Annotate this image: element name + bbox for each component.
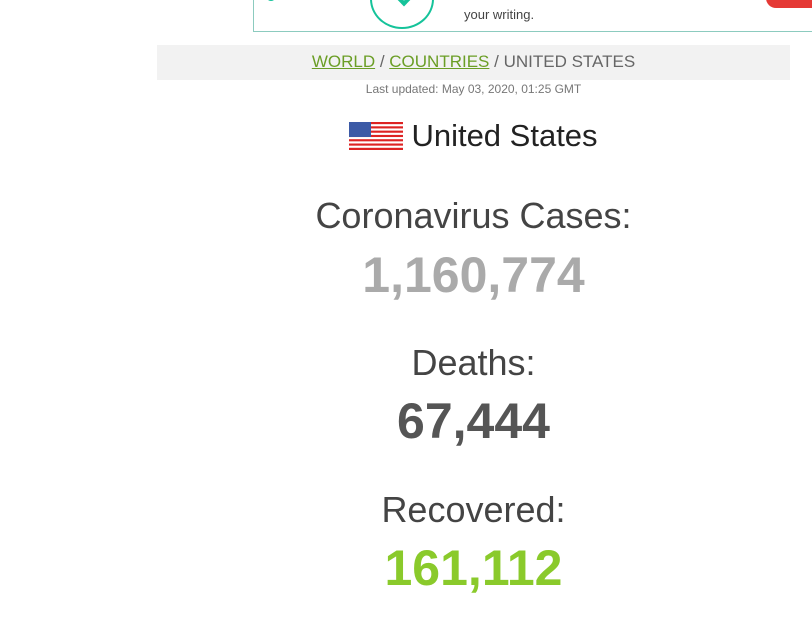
- breadcrumb-separator: /: [375, 52, 390, 71]
- page-title: United States: [157, 118, 790, 154]
- breadcrumb-separator: /: [489, 52, 504, 71]
- check-circle-icon: [370, 0, 434, 29]
- breadcrumb-current: UNITED STATES: [503, 52, 636, 71]
- breadcrumb: WORLD / COUNTRIES / UNITED STATES: [157, 45, 790, 80]
- cases-label: Coronavirus Cases:: [315, 195, 632, 236]
- ad-banner[interactable]: your writing.: [253, 0, 812, 32]
- ad-text: your writing.: [464, 7, 535, 22]
- last-updated: Last updated: May 03, 2020, 01:25 GMT: [365, 82, 582, 96]
- deaths-label: Deaths:: [411, 342, 536, 383]
- breadcrumb-countries-link[interactable]: COUNTRIES: [389, 52, 490, 71]
- country-name: United States: [411, 118, 598, 153]
- ad-logo-icon: [266, 0, 276, 1]
- recovered-label: Recovered:: [381, 489, 566, 530]
- deaths-value: 67,444: [397, 393, 550, 449]
- ad-button[interactable]: [766, 0, 812, 8]
- recovered-value: 161,112: [384, 540, 563, 596]
- cases-value: 1,160,774: [362, 247, 585, 303]
- us-flag-icon: [349, 122, 404, 150]
- breadcrumb-world-link[interactable]: WORLD: [311, 52, 376, 71]
